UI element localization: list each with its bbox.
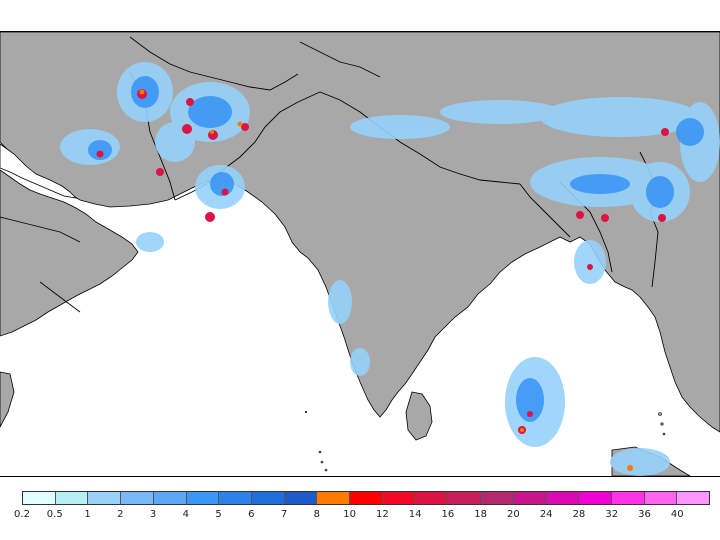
legend-level-label: 16 bbox=[441, 509, 455, 520]
legend-swatch bbox=[644, 492, 678, 504]
legend-swatch bbox=[23, 492, 56, 504]
persian-gulf bbox=[0, 143, 78, 199]
legend-swatch bbox=[55, 492, 89, 504]
legend-swatch bbox=[513, 492, 547, 504]
legend-swatch bbox=[546, 492, 580, 504]
legend-swatch bbox=[121, 492, 154, 504]
legend-level-label: 2 bbox=[117, 509, 124, 520]
legend-level-label: 40 bbox=[670, 509, 684, 520]
legend-swatch bbox=[284, 492, 318, 504]
legend-level-label: 5 bbox=[215, 509, 222, 520]
legend-level-label: 6 bbox=[248, 509, 255, 520]
legend-swatch bbox=[448, 492, 482, 504]
color-legend-bar bbox=[22, 491, 710, 505]
legend-level-label: 32 bbox=[605, 509, 619, 520]
sea-inlets bbox=[0, 143, 78, 199]
legend-level-label: 7 bbox=[280, 509, 288, 520]
legend-swatch bbox=[88, 492, 122, 504]
islands bbox=[304, 410, 666, 472]
legend-level-label: 28 bbox=[572, 509, 586, 520]
legend-swatch bbox=[579, 492, 612, 504]
precipitation-heavy bbox=[96, 89, 669, 434]
legend-level-label: 0.2 bbox=[14, 509, 30, 520]
precipitation-map bbox=[0, 31, 720, 477]
land-africa-horn bbox=[0, 371, 15, 428]
legend-level-label: 8 bbox=[313, 509, 321, 520]
legend-level-label: 20 bbox=[507, 509, 520, 520]
legend-level-label: 10 bbox=[343, 509, 356, 520]
legend-level-label: 4 bbox=[182, 509, 189, 520]
legend-level-label: 12 bbox=[376, 509, 389, 520]
legend-level-label: 24 bbox=[539, 509, 553, 520]
legend-swatch bbox=[153, 492, 187, 504]
legend-swatch bbox=[415, 492, 449, 504]
land-arabia bbox=[0, 169, 139, 337]
precipitation-peak bbox=[139, 89, 633, 471]
legend-level-label: 0.5 bbox=[46, 509, 63, 520]
legend-swatch bbox=[382, 492, 416, 504]
legend-level-label: 18 bbox=[474, 509, 488, 520]
legend-swatch bbox=[186, 492, 220, 504]
legend-swatch bbox=[317, 492, 351, 504]
legend-swatch bbox=[611, 492, 645, 504]
legend-swatch bbox=[219, 492, 253, 504]
legend-swatch bbox=[252, 492, 285, 504]
legend-swatch bbox=[481, 492, 514, 504]
legend-level-label: 14 bbox=[408, 509, 422, 520]
legend-level-label: 3 bbox=[149, 509, 157, 520]
legend-level-label: 36 bbox=[638, 509, 651, 520]
legend-swatch bbox=[677, 492, 710, 504]
color-legend-labels: 0.2 0.5 1 2 3 4 5 6 7 8 10 12 14 16 18 20 24 28 32 36 40 bbox=[0, 509, 720, 525]
legend-level-label: 1 bbox=[84, 509, 91, 520]
precipitation-moderate bbox=[88, 76, 704, 422]
legend-swatch bbox=[350, 492, 383, 504]
land-sri-lanka bbox=[405, 391, 433, 441]
